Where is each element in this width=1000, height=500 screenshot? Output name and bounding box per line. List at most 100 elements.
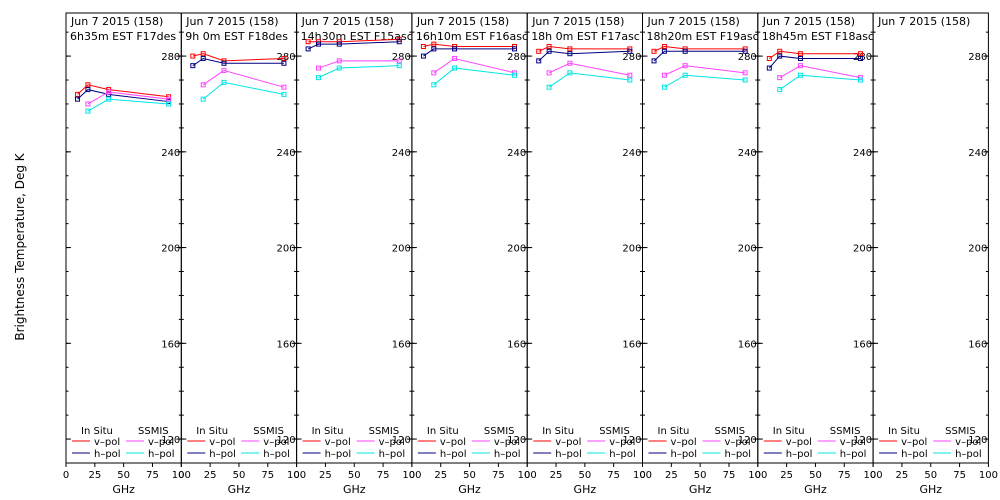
data-point [85,87,91,93]
data-point [546,48,552,54]
x-tick-label: 75 [723,470,736,481]
legend-label-ssmis-hpol: h–pol [955,449,982,460]
data-point [661,84,667,90]
y-tick-label: 200 [277,244,296,255]
legend-label-insitu-hpol: h–pol [671,449,698,460]
data-point [777,53,783,59]
x-tick-label: 25 [896,470,909,481]
x-tick-label: 50 [578,470,591,481]
y-tick-label: 160 [392,339,411,350]
data-point [200,96,206,102]
series-insitu-hpol [766,53,863,71]
y-tick-label: 120 [853,435,872,446]
series-insitu-hpol [305,39,402,52]
series-line-insitu-hpol [77,89,169,103]
data-point [85,108,91,114]
legend-label-insitu-vpol: v–pol [440,437,466,448]
data-point [85,82,91,88]
x-tick-label: 50 [924,470,937,481]
panel-subtitle: 18h45m EST F18asc [762,30,874,43]
series-ssmis-hpol [200,79,287,102]
legend-label-insitu-vpol: v–pol [786,437,812,448]
legend-insitu-title: In Situ [312,426,344,437]
legend-label-insitu-hpol: h–pol [786,449,813,460]
data-point [742,70,748,76]
data-point [221,79,227,85]
data-point [452,55,458,61]
x-axis-label: GHz [689,483,712,496]
y-tick-label: 240 [277,148,296,159]
data-point [281,91,287,97]
data-point [627,72,633,78]
y-tick-label: 120 [622,435,641,446]
x-tick-label: 50 [463,470,476,481]
data-point [682,48,688,54]
x-tick-label: 100 [518,470,537,481]
data-point [766,65,772,71]
data-point [200,55,206,61]
y-tick-label: 280 [392,52,411,63]
panel-title: Jun 7 2015 (158) [416,15,509,28]
data-point [200,82,206,88]
legend-label-insitu-hpol: h–pol [209,449,236,460]
series-line-ssmis-vpol [779,65,861,79]
data-point [75,96,81,102]
y-tick-label: 200 [161,244,180,255]
y-tick-label: 200 [507,244,526,255]
y-tick-label: 160 [853,339,872,350]
x-tick-label: 0 [293,470,299,481]
data-point [75,91,81,97]
panel-title: Jun 7 2015 (158) [762,15,855,28]
x-tick-label: 100 [172,470,191,481]
legend-label-insitu-vpol: v–pol [94,437,120,448]
x-tick-label: 75 [492,470,505,481]
x-tick-label: 0 [639,470,645,481]
data-point [452,65,458,71]
data-point [106,89,112,95]
series-line-ssmis-hpol [548,72,630,88]
panel-subtitle: 16h10m EST F16asc [416,30,528,43]
legend-label-ssmis-vpol: v–pol [725,437,751,448]
series-ssmis-hpol [85,96,172,114]
y-tick-label: 240 [161,148,180,159]
legend-insitu-title: In Situ [888,426,920,437]
data-point [651,48,657,54]
y-tick-label: 160 [277,339,296,350]
y-tick-label: 200 [738,244,757,255]
panel-title: Jun 7 2015 (158) [531,15,624,28]
series-insitu-vpol [766,48,863,61]
panel-title: Jun 7 2015 (158) [70,15,163,28]
legend-label-ssmis-vpol: v–pol [148,437,174,448]
data-point [536,58,542,64]
series-ssmis-hpol [777,72,863,93]
data-point [420,53,426,59]
data-point [857,51,863,57]
data-point [221,60,227,66]
y-tick-label: 280 [968,52,987,63]
data-point [166,96,172,102]
series-line-insitu-hpol [307,41,400,50]
y-tick-label: 280 [507,52,526,63]
legend-insitu-title: In Situ [658,426,690,437]
y-tick-label: 160 [507,339,526,350]
legend-label-insitu-vpol: v–pol [555,437,581,448]
y-tick-label: 120 [738,435,757,446]
y-tick-label: 280 [738,52,757,63]
y-axis-label: Brightness Temperature, Deg K [13,152,27,340]
data-point [567,46,573,52]
data-point [221,67,227,73]
x-tick-label: 100 [979,470,998,481]
series-insitu-hpol [190,55,287,69]
data-point [777,48,783,54]
series-ssmis-hpol [316,63,402,81]
y-tick-label: 200 [622,244,641,255]
data-point [336,41,342,47]
data-point [512,46,518,52]
legend-ssmis-title: SSMIS [715,426,746,437]
data-point [797,63,803,69]
y-tick-label: 280 [161,52,180,63]
